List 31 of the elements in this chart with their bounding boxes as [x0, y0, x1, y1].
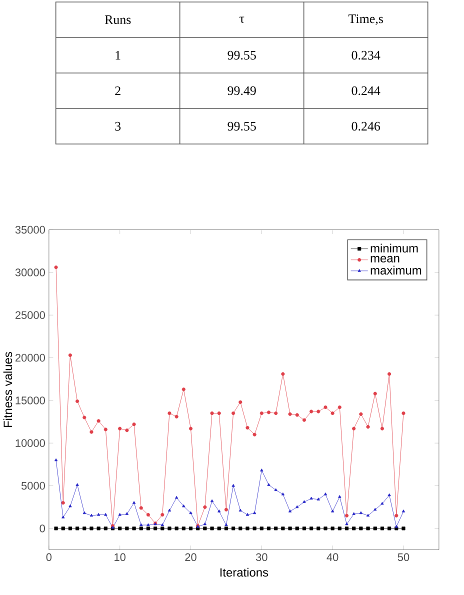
text: 2	[115, 86, 120, 96]
text: 1	[116, 50, 120, 60]
legend-label: mean	[370, 256, 400, 262]
y-tick-label: 35000	[15, 226, 46, 234]
text: 0.234	[352, 50, 380, 60]
y-tick-label: 5000	[22, 482, 46, 490]
legend-label: maximum	[370, 266, 422, 275]
text: 99.55	[228, 50, 256, 60]
text: 99.55	[228, 122, 256, 131]
x-tick-label: 50	[398, 553, 410, 562]
x-tick-label: 30	[256, 553, 268, 562]
x-tick-label: 10	[114, 553, 126, 562]
category-label: τ	[240, 16, 244, 23]
y-tick-label: 30000	[15, 268, 46, 276]
text: 3	[115, 122, 121, 131]
y-tick-label: 25000	[16, 311, 46, 319]
x-tick-label: 0	[46, 553, 52, 562]
y-tick-label: 20000	[16, 354, 46, 362]
x-tick-label: 20	[185, 553, 196, 562]
y-tick-label: 15000	[16, 396, 46, 404]
y-tick-label: 0	[40, 524, 46, 532]
x-axis-title: Iterations	[220, 568, 268, 577]
y-tick-label: 10000	[16, 439, 46, 447]
category-label: Time,s	[348, 14, 384, 26]
y-axis-title: Fitness values	[3, 352, 12, 427]
category-label: Runs	[104, 15, 131, 24]
legend-label: minimum	[370, 244, 418, 253]
x-tick-label: 40	[326, 553, 338, 562]
text: 0.246	[352, 122, 380, 131]
text: 0.244	[352, 86, 380, 96]
text: 99.49	[228, 86, 256, 96]
